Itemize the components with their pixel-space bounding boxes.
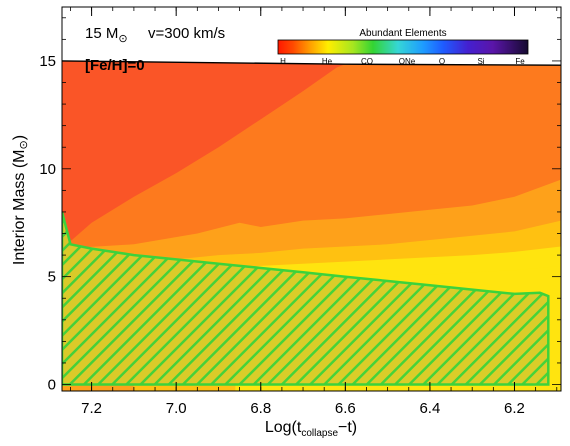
plot-area — [62, 60, 561, 391]
axes: 7.2 7.0 6.8 6.6 6.4 6.2 0 5 10 15 — [39, 7, 561, 417]
sun-symbol: ⊙ — [118, 33, 127, 45]
colorbar-label: O — [439, 57, 445, 66]
colorbar-gradient — [277, 39, 529, 55]
mass-annotation: 15 M⊙ — [85, 25, 128, 45]
x-tick-label: 6.2 — [504, 400, 525, 417]
x-tick-label: 6.8 — [250, 400, 271, 417]
x-tick-label: 7.2 — [81, 400, 102, 417]
colorbar-label: Fe — [515, 57, 525, 66]
colorbar-label: Si — [477, 57, 484, 66]
y-tick-label: 5 — [48, 269, 56, 286]
velocity-annotation: v=300 km/s — [148, 25, 225, 42]
convective-core-region — [62, 211, 550, 386]
colorbar-legend: Abundant Elements H He CO ONe O Si Fe — [277, 28, 529, 66]
x-tick-label: 6.4 — [419, 400, 440, 417]
colorbar-label: ONe — [399, 57, 416, 66]
colorbar-label: CO — [361, 57, 373, 66]
y-tick-label: 10 — [39, 161, 56, 178]
y-axis-title: Interior Mass (M⊙) — [11, 135, 30, 265]
x-axis-title: Log(tcollapse−t) — [265, 419, 357, 439]
colorbar-label: He — [322, 57, 333, 66]
plot-frame — [61, 6, 562, 392]
y-tick-label: 0 — [48, 377, 56, 394]
metallicity-annotation: [Fe/H]=0 — [85, 57, 145, 74]
x-tick-label: 6.6 — [335, 400, 356, 417]
x-tick-label: 7.0 — [166, 400, 187, 417]
colorbar-label: H — [280, 57, 286, 66]
y-tick-label: 15 — [39, 53, 56, 70]
stellar-surface-line — [62, 60, 561, 66]
colorbar-title: Abundant Elements — [359, 28, 446, 39]
